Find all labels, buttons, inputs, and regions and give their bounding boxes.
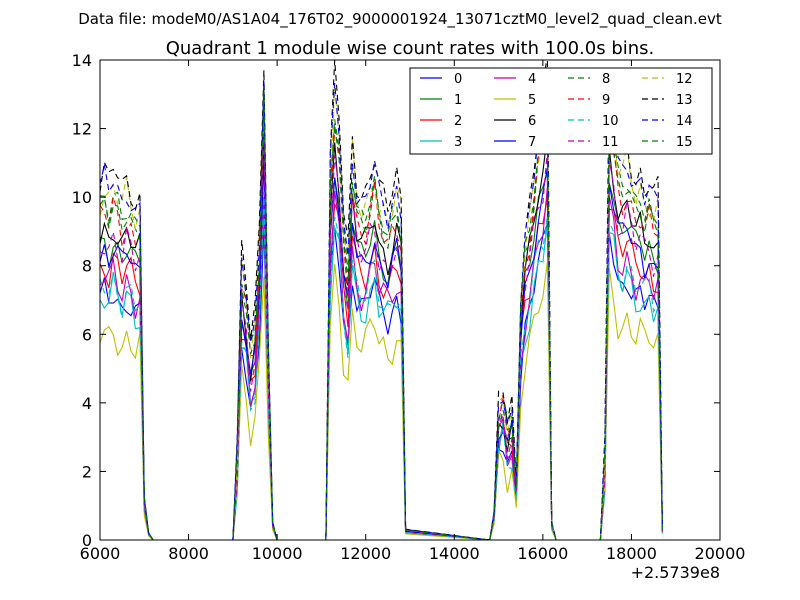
series-line-10 — [100, 191, 663, 540]
series-line-8 — [100, 95, 663, 540]
legend-label-12: 12 — [676, 72, 693, 87]
y-tick-label: 10 — [72, 188, 92, 207]
figure-suptitle: Data file: modeM0/AS1A04_176T02_90000019… — [78, 10, 722, 29]
plot-frame — [99, 59, 721, 541]
legend-label-0: 0 — [454, 72, 462, 87]
legend-label-4: 4 — [528, 72, 536, 87]
x-tick-label: 10000 — [252, 544, 303, 563]
x-axis: 6000 8000 10000 12000 14000 16000 18000 20000 — [80, 60, 746, 563]
y-tick-label: 14 — [72, 51, 92, 70]
x-tick-label: 16000 — [517, 544, 568, 563]
series-line-0 — [100, 223, 663, 540]
legend-label-2: 2 — [454, 114, 462, 129]
series-line-2 — [100, 157, 663, 540]
legend-label-5: 5 — [528, 93, 536, 108]
x-tick-label: 14000 — [429, 544, 480, 563]
x-tick-label: 20000 — [695, 544, 746, 563]
legend-label-14: 14 — [676, 114, 693, 129]
series-layer — [100, 60, 663, 540]
legend-label-6: 6 — [528, 114, 536, 129]
legend-label-11: 11 — [602, 135, 619, 150]
series-line-9 — [100, 105, 663, 540]
legend-label-13: 13 — [676, 93, 693, 108]
series-line-13 — [100, 60, 663, 540]
y-tick-label: 12 — [72, 120, 92, 139]
y-tick-label: 8 — [82, 257, 92, 276]
x-tick-label: 8000 — [168, 544, 209, 563]
y-tick-label: 0 — [82, 531, 92, 550]
legend-label-7: 7 — [528, 135, 536, 150]
chart-title: Quadrant 1 module wise count rates with … — [166, 38, 655, 59]
series-line-14 — [100, 75, 663, 540]
legend-label-9: 9 — [602, 93, 610, 108]
y-tick-label: 4 — [82, 394, 92, 413]
legend-box — [409, 67, 713, 155]
y-tick-label: 2 — [82, 462, 92, 481]
series-line-11 — [100, 133, 663, 540]
series-line-3 — [100, 206, 663, 540]
series-line-4 — [100, 187, 663, 540]
series-line-6 — [100, 134, 663, 540]
x-tick-label: 18000 — [606, 544, 657, 563]
legend-label-1: 1 — [454, 93, 462, 108]
x-tick-label: 6000 — [80, 544, 121, 563]
x-offset-label: +2.5739e8 — [631, 563, 720, 582]
series-line-5 — [100, 262, 663, 540]
legend-label-15: 15 — [676, 135, 693, 150]
legend-label-10: 10 — [602, 114, 619, 129]
y-tick-label: 6 — [82, 325, 92, 344]
legend-label-8: 8 — [602, 72, 610, 87]
legend-label-3: 3 — [454, 135, 462, 150]
x-tick-label: 12000 — [340, 544, 391, 563]
